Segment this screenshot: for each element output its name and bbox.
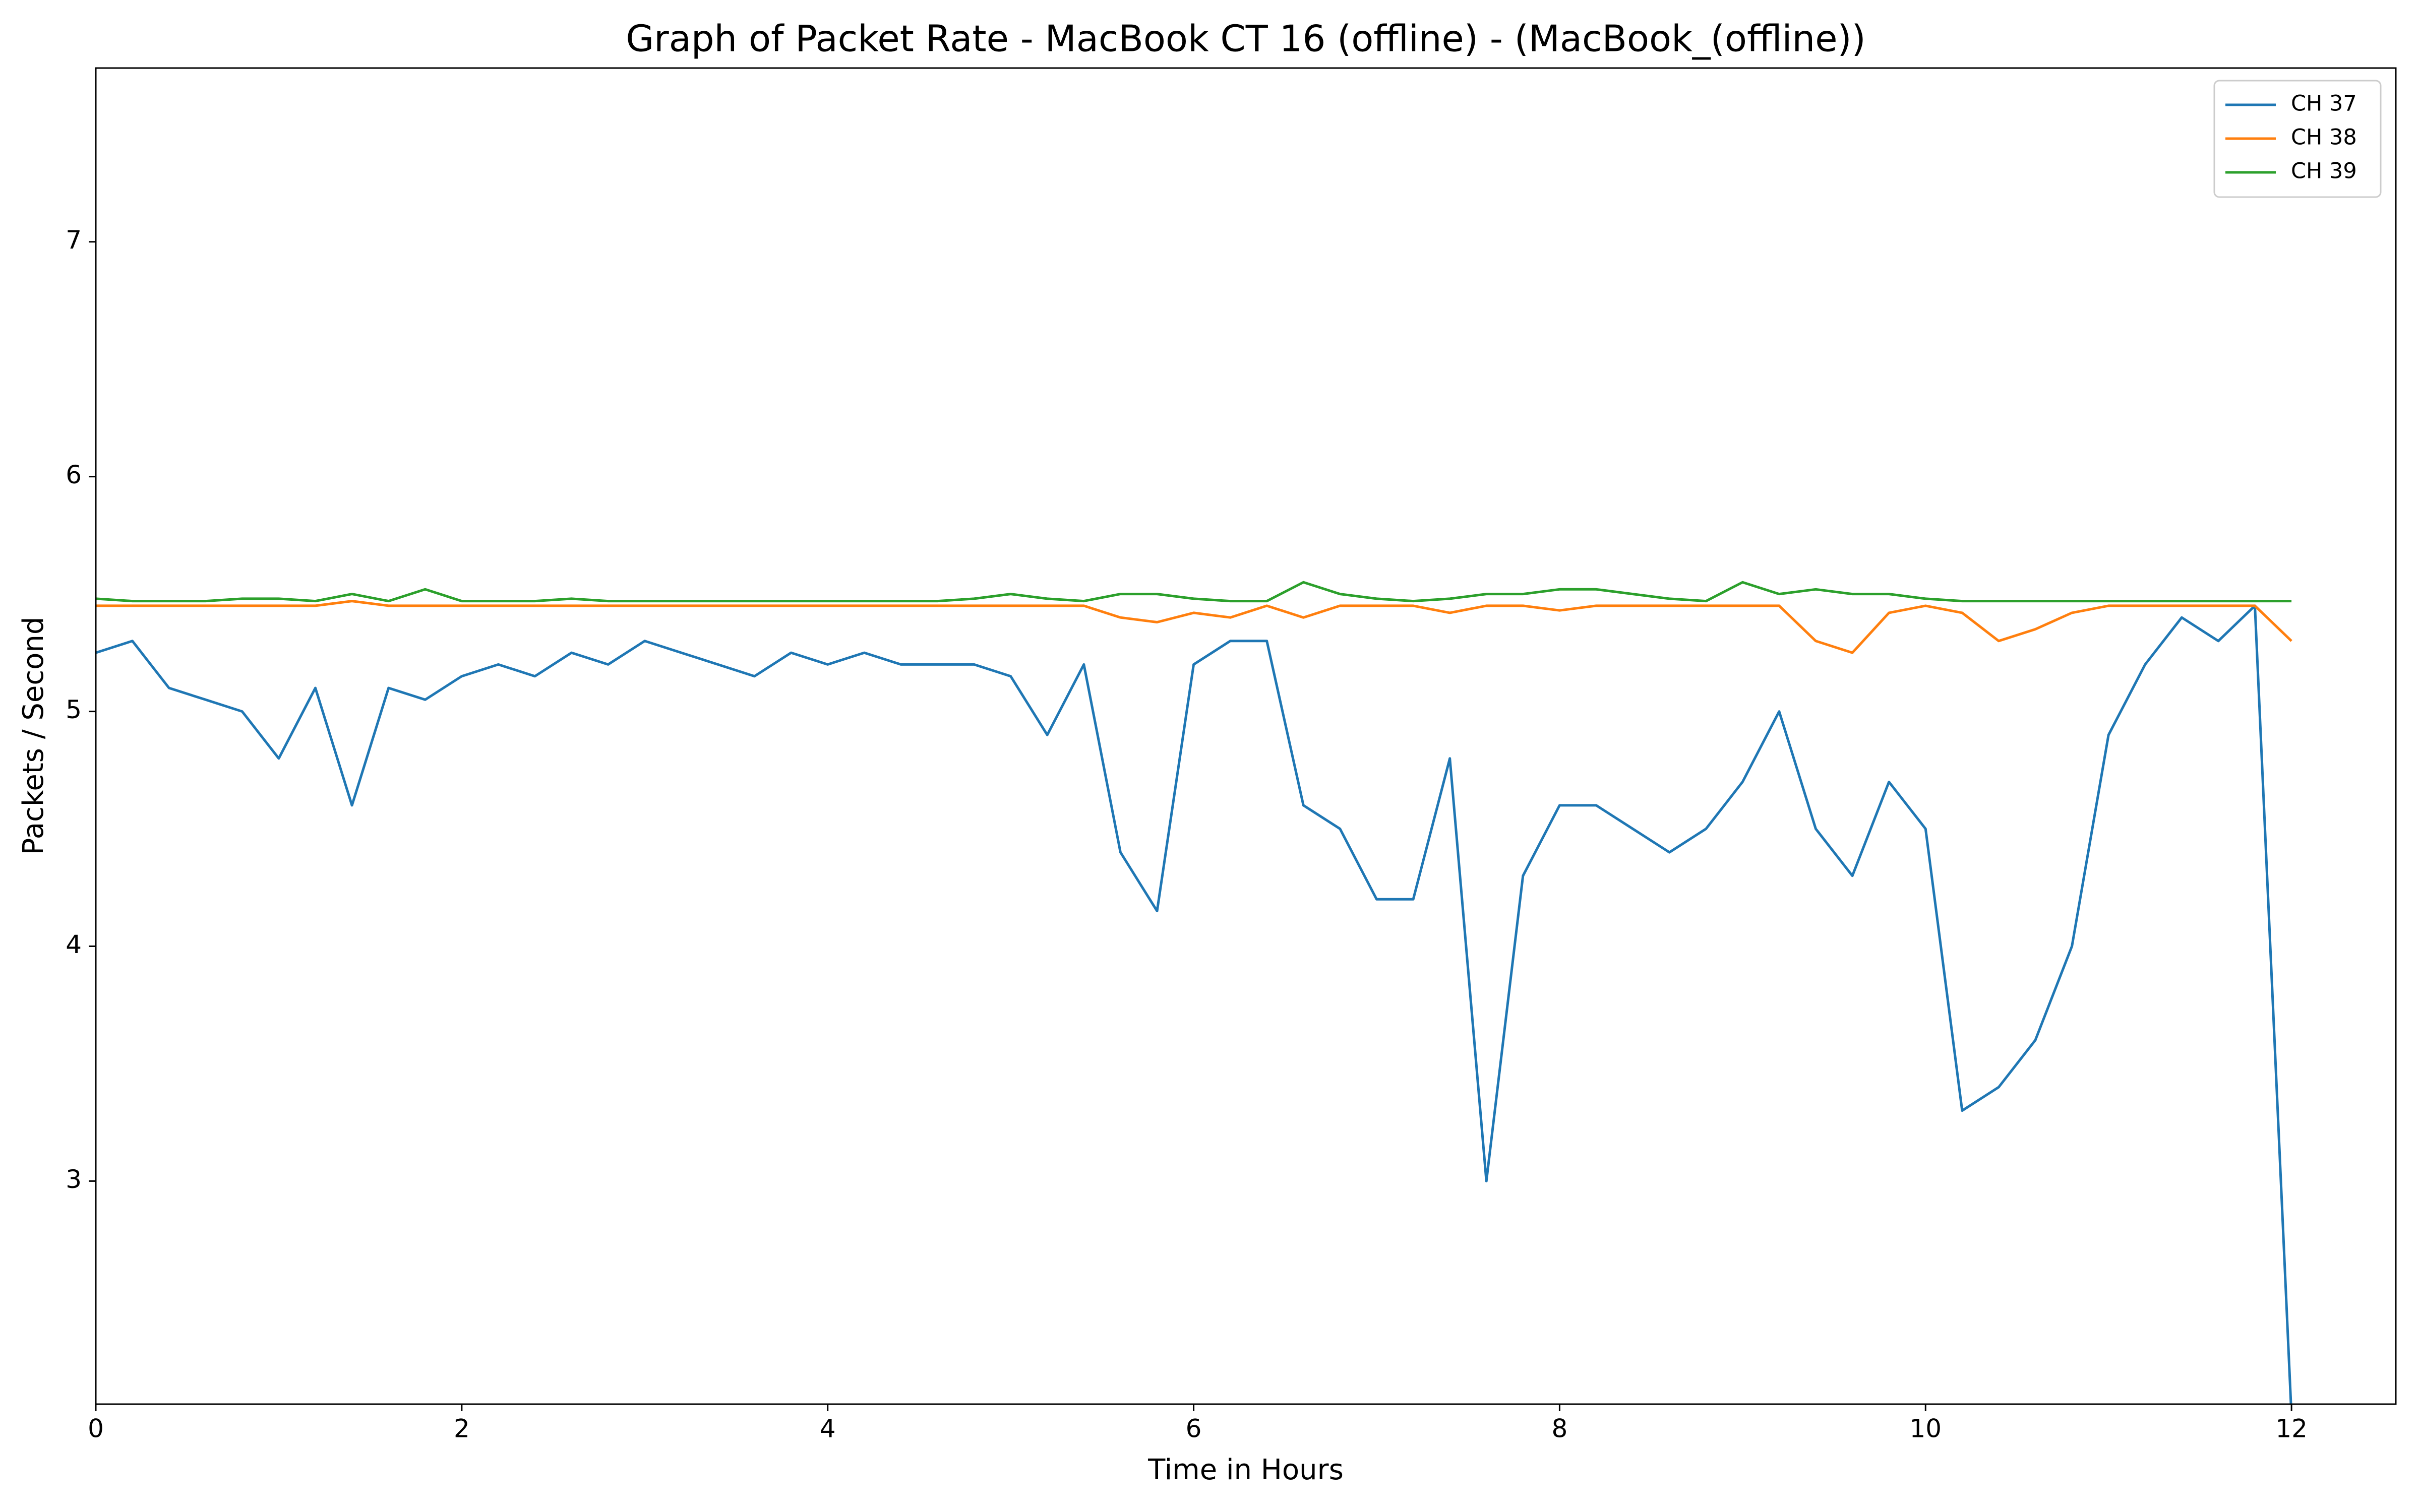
y-tick-label: 6 <box>66 460 82 489</box>
x-tick-label: 2 <box>454 1414 470 1443</box>
chart-title: Graph of Packet Rate - MacBook CT 16 (of… <box>626 18 1865 60</box>
x-tick-label: 6 <box>1186 1414 1202 1443</box>
y-tick-label: 3 <box>66 1165 82 1194</box>
x-tick-label: 10 <box>1909 1414 1942 1443</box>
y-axis-label: Packets / Second <box>17 617 50 855</box>
y-tick-label: 4 <box>66 930 82 959</box>
x-tick-label: 8 <box>1552 1414 1568 1443</box>
plot-frame <box>95 67 2397 1405</box>
series-line <box>96 581 2292 603</box>
x-tick-label: 0 <box>88 1414 104 1443</box>
legend-label: CH 38 <box>2291 125 2357 150</box>
x-tick-label: 4 <box>820 1414 836 1443</box>
plot-area <box>96 581 2292 1404</box>
legend-label: CH 37 <box>2291 91 2357 116</box>
y-tick-label: 5 <box>66 695 82 724</box>
y-tick-label: 7 <box>66 225 82 255</box>
x-axis-label: Time in Hours <box>1147 1454 1344 1486</box>
legend-box <box>2213 80 2382 198</box>
legend: CH 37 CH 38 CH 39 <box>2213 80 2382 198</box>
series-line <box>96 600 2292 654</box>
x-tick-label: 12 <box>2275 1414 2308 1443</box>
series-line <box>96 604 2292 1404</box>
legend-label: CH 39 <box>2291 159 2357 184</box>
